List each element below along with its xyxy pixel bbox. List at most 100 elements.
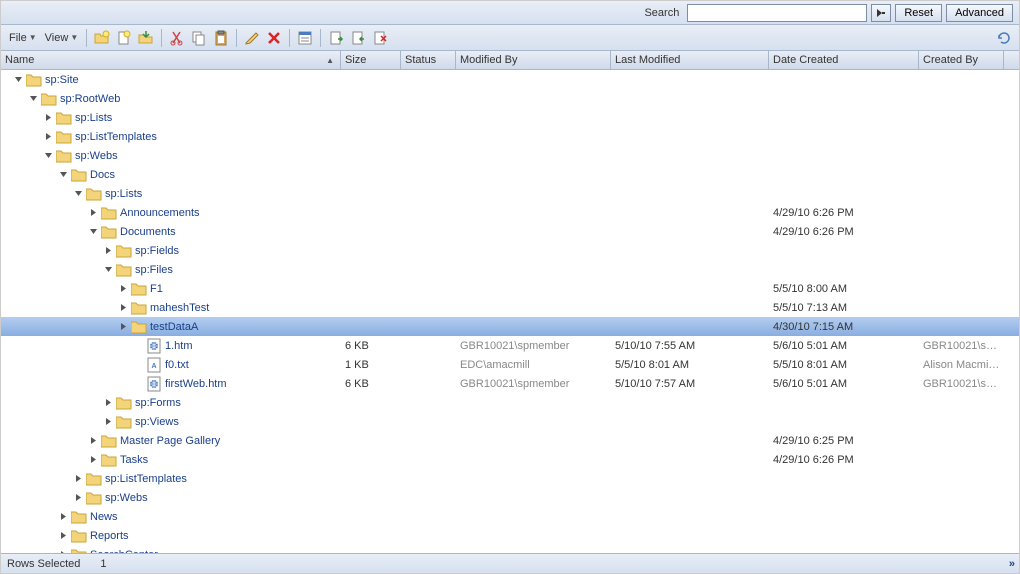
row-label: Tasks bbox=[120, 454, 148, 466]
toggle-spacer bbox=[133, 359, 144, 370]
tree-row[interactable]: maheshTest5/5/10 7:13 AM bbox=[1, 298, 1019, 317]
expand-icon[interactable] bbox=[88, 454, 99, 465]
expand-icon[interactable] bbox=[88, 435, 99, 446]
collapse-icon[interactable] bbox=[88, 226, 99, 237]
expand-icon[interactable] bbox=[103, 245, 114, 256]
checkin-icon[interactable] bbox=[349, 29, 367, 47]
collapse-icon[interactable] bbox=[13, 74, 24, 85]
toolbar-separator bbox=[320, 29, 321, 47]
tree-row[interactable]: sp:Files bbox=[1, 260, 1019, 279]
tree-body[interactable]: sp:Sitesp:RootWebsp:Listssp:ListTemplate… bbox=[1, 70, 1019, 553]
txt-icon: A bbox=[146, 357, 162, 373]
tree-row[interactable]: Documents4/29/10 6:26 PM bbox=[1, 222, 1019, 241]
tree-row[interactable]: testDataA4/30/10 7:15 AM bbox=[1, 317, 1019, 336]
expand-icon[interactable] bbox=[88, 207, 99, 218]
tree-row[interactable]: Master Page Gallery4/29/10 6:25 PM bbox=[1, 431, 1019, 450]
copy-icon[interactable] bbox=[190, 29, 208, 47]
row-label: Master Page Gallery bbox=[120, 435, 220, 447]
row-label: sp:Forms bbox=[135, 397, 181, 409]
tree-row[interactable]: sp:ListTemplates bbox=[1, 469, 1019, 488]
tree-row[interactable]: Af0.txt1 KBEDC\amacmill5/5/10 8:01 AM5/5… bbox=[1, 355, 1019, 374]
tree-row[interactable]: sp:RootWeb bbox=[1, 89, 1019, 108]
edit-icon[interactable] bbox=[243, 29, 261, 47]
properties-icon[interactable] bbox=[296, 29, 314, 47]
date-created-cell: 5/5/10 8:01 AM bbox=[769, 359, 919, 371]
collapse-icon[interactable] bbox=[28, 93, 39, 104]
tree-row[interactable]: sp:Lists bbox=[1, 184, 1019, 203]
expand-icon[interactable] bbox=[58, 530, 69, 541]
tree-row[interactable]: firstWeb.htm6 KBGBR10021\spmember5/10/10… bbox=[1, 374, 1019, 393]
col-modified-by[interactable]: Modified By bbox=[456, 51, 611, 69]
expand-icon[interactable] bbox=[103, 397, 114, 408]
expand-icon[interactable] bbox=[118, 302, 129, 313]
refresh-icon[interactable] bbox=[995, 29, 1013, 47]
tree-row[interactable]: sp:Views bbox=[1, 412, 1019, 431]
tree-row[interactable]: Docs bbox=[1, 165, 1019, 184]
last-modified-cell: 5/10/10 7:57 AM bbox=[611, 378, 769, 390]
expand-icon[interactable] bbox=[58, 511, 69, 522]
collapse-icon[interactable] bbox=[103, 264, 114, 275]
tree-row[interactable]: Announcements4/29/10 6:26 PM bbox=[1, 203, 1019, 222]
advanced-button[interactable]: Advanced bbox=[946, 4, 1013, 22]
expand-icon[interactable] bbox=[118, 283, 129, 294]
expand-icon[interactable] bbox=[118, 321, 129, 332]
collapse-icon[interactable] bbox=[43, 150, 54, 161]
new-folder-icon[interactable] bbox=[93, 29, 111, 47]
cancel-checkout-icon[interactable] bbox=[371, 29, 389, 47]
tree-row[interactable]: sp:Lists bbox=[1, 108, 1019, 127]
tree-row[interactable]: sp:Site bbox=[1, 70, 1019, 89]
name-cell: sp:Lists bbox=[1, 186, 341, 202]
tree-row[interactable]: Tasks4/29/10 6:26 PM bbox=[1, 450, 1019, 469]
tree-row[interactable]: sp:ListTemplates bbox=[1, 127, 1019, 146]
row-label: sp:Webs bbox=[105, 492, 148, 504]
folder-icon bbox=[86, 471, 102, 487]
name-cell: sp:ListTemplates bbox=[1, 471, 341, 487]
delete-icon[interactable] bbox=[265, 29, 283, 47]
col-date-created[interactable]: Date Created bbox=[769, 51, 919, 69]
tree-row[interactable]: sp:Webs bbox=[1, 488, 1019, 507]
tree-row[interactable]: sp:Webs bbox=[1, 146, 1019, 165]
folder-icon bbox=[86, 186, 102, 202]
tree-row[interactable]: 1.htm6 KBGBR10021\spmember5/10/10 7:55 A… bbox=[1, 336, 1019, 355]
expand-icon[interactable] bbox=[73, 473, 84, 484]
collapse-icon[interactable] bbox=[73, 188, 84, 199]
row-label: sp:Site bbox=[45, 74, 79, 86]
view-menu[interactable]: View▼ bbox=[41, 30, 83, 46]
reset-button[interactable]: Reset bbox=[895, 4, 942, 22]
toolbar-separator bbox=[236, 29, 237, 47]
col-name[interactable]: Name▲ bbox=[1, 51, 341, 69]
tree-row[interactable]: sp:Fields bbox=[1, 241, 1019, 260]
import-icon[interactable] bbox=[137, 29, 155, 47]
row-label: sp:Views bbox=[135, 416, 179, 428]
paste-icon[interactable] bbox=[212, 29, 230, 47]
expand-arrow-icon[interactable]: » bbox=[1009, 558, 1015, 570]
row-label: sp:ListTemplates bbox=[105, 473, 187, 485]
size-cell: 6 KB bbox=[341, 378, 401, 390]
tree-row[interactable]: F15/5/10 8:00 AM bbox=[1, 279, 1019, 298]
tree-row[interactable]: Reports bbox=[1, 526, 1019, 545]
tree-row[interactable]: News bbox=[1, 507, 1019, 526]
col-size[interactable]: Size bbox=[341, 51, 401, 69]
col-last-modified[interactable]: Last Modified bbox=[611, 51, 769, 69]
cut-icon[interactable] bbox=[168, 29, 186, 47]
col-created-by[interactable]: Created By bbox=[919, 51, 1004, 69]
expand-icon[interactable] bbox=[103, 416, 114, 427]
date-created-cell: 4/29/10 6:26 PM bbox=[769, 207, 919, 219]
expand-icon[interactable] bbox=[73, 492, 84, 503]
file-menu[interactable]: File▼ bbox=[5, 30, 41, 46]
search-input[interactable] bbox=[687, 4, 867, 22]
name-cell: maheshTest bbox=[1, 300, 341, 316]
new-doc-icon[interactable] bbox=[115, 29, 133, 47]
col-status[interactable]: Status bbox=[401, 51, 456, 69]
collapse-icon[interactable] bbox=[58, 169, 69, 180]
expand-icon[interactable] bbox=[43, 112, 54, 123]
tree-row[interactable]: sp:Forms bbox=[1, 393, 1019, 412]
modified-by-cell: GBR10021\spmember bbox=[456, 340, 611, 352]
search-go-button[interactable] bbox=[871, 4, 891, 22]
toolbar-separator bbox=[86, 29, 87, 47]
checkout-icon[interactable] bbox=[327, 29, 345, 47]
status-count: 1 bbox=[100, 558, 106, 570]
folder-icon bbox=[86, 490, 102, 506]
expand-icon[interactable] bbox=[43, 131, 54, 142]
tree-row[interactable]: SearchCenter bbox=[1, 545, 1019, 553]
